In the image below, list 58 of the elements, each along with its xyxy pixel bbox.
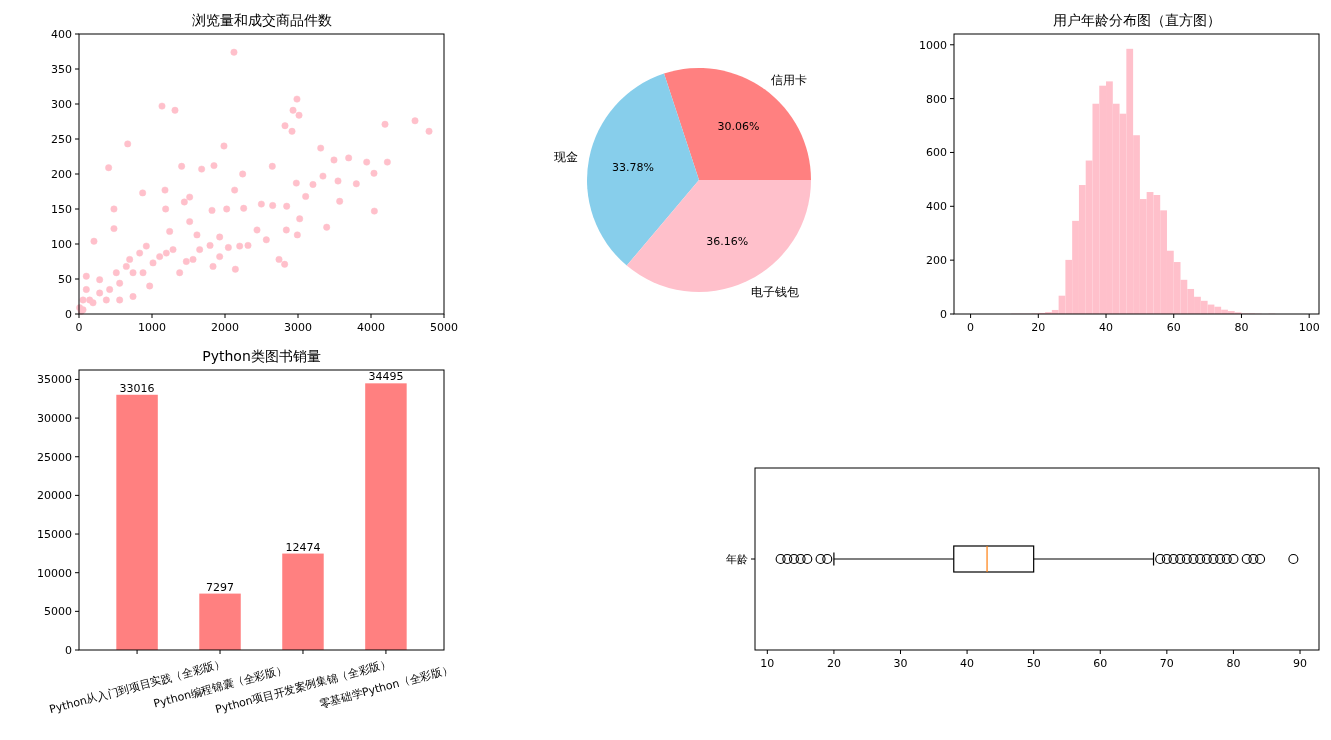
- y-tick-label: 350: [51, 63, 72, 76]
- y-tick-label: 250: [51, 133, 72, 146]
- x-tick-label: 10: [760, 657, 775, 670]
- x-tick-label: 30: [893, 657, 908, 670]
- y-tick-label: 15000: [37, 528, 72, 542]
- y-tick-label: 年龄: [726, 553, 748, 566]
- chart-title: 用户年龄分布图（直方图）: [1052, 12, 1221, 28]
- x-tick-label: 5000: [430, 321, 458, 334]
- y-tick-label: 35000: [37, 373, 72, 387]
- y-tick-label: 0: [65, 308, 72, 321]
- x-tick-label: 80: [1234, 321, 1249, 334]
- x-tick-label: 60: [1166, 321, 1181, 334]
- data-label: 33016: [119, 381, 155, 395]
- x-tick-label: 4000: [357, 321, 385, 334]
- x-tick-label: 0: [75, 321, 83, 334]
- x-tick-label: 100: [1298, 321, 1320, 334]
- y-tick-label: 800: [926, 92, 947, 106]
- x-tick-label: 90: [1293, 657, 1308, 670]
- data-label: 36.16%: [706, 234, 749, 248]
- y-tick-label: 5000: [44, 605, 72, 619]
- x-tick-label: 3000: [284, 321, 312, 334]
- y-tick-label: 0: [65, 644, 72, 657]
- data-label: 7297: [206, 580, 235, 594]
- x-tick-label: 2000: [211, 321, 239, 334]
- x-tick-label: 40: [1099, 321, 1114, 334]
- data-label: 12474: [285, 540, 321, 554]
- x-tick-label: 60: [1093, 657, 1108, 670]
- slice-label: 信用卡: [771, 73, 808, 88]
- y-tick-label: 400: [926, 200, 947, 214]
- y-tick-label: 50: [58, 273, 72, 286]
- y-tick-label: 150: [51, 203, 72, 216]
- y-tick-label: 20000: [37, 489, 72, 503]
- x-tick-label: 1000: [138, 321, 166, 334]
- chart-title: Python类图书销量: [202, 348, 321, 364]
- slice-label: 电子钱包: [750, 284, 799, 299]
- y-tick-label: 100: [51, 238, 72, 251]
- y-tick-label: 400: [51, 28, 72, 41]
- x-tick-label: 80: [1226, 657, 1241, 670]
- x-tick-label: 20: [826, 657, 841, 670]
- y-tick-label: 1000: [919, 38, 947, 52]
- x-tick-label: 20: [1031, 321, 1046, 334]
- y-tick-label: 600: [926, 146, 947, 160]
- y-tick-label: 25000: [37, 450, 72, 464]
- y-tick-label: 0: [940, 308, 947, 321]
- data-label: 30.06%: [717, 119, 760, 133]
- y-tick-label: 30000: [37, 412, 72, 426]
- x-tick-label: 70: [1159, 657, 1174, 670]
- chart-title: 浏览量和成交商品件数: [191, 12, 332, 28]
- data-label: 33.78%: [612, 161, 655, 175]
- y-tick-label: 200: [51, 168, 72, 181]
- data-label: 34495: [368, 370, 404, 384]
- x-tick-label: 40: [960, 657, 975, 670]
- slice-label: 现金: [554, 149, 579, 164]
- y-tick-label: 300: [51, 98, 72, 111]
- x-tick-label: 0: [967, 321, 975, 334]
- y-tick-label: 200: [926, 254, 947, 268]
- y-tick-label: 10000: [37, 566, 72, 580]
- x-tick-label: 50: [1026, 657, 1041, 670]
